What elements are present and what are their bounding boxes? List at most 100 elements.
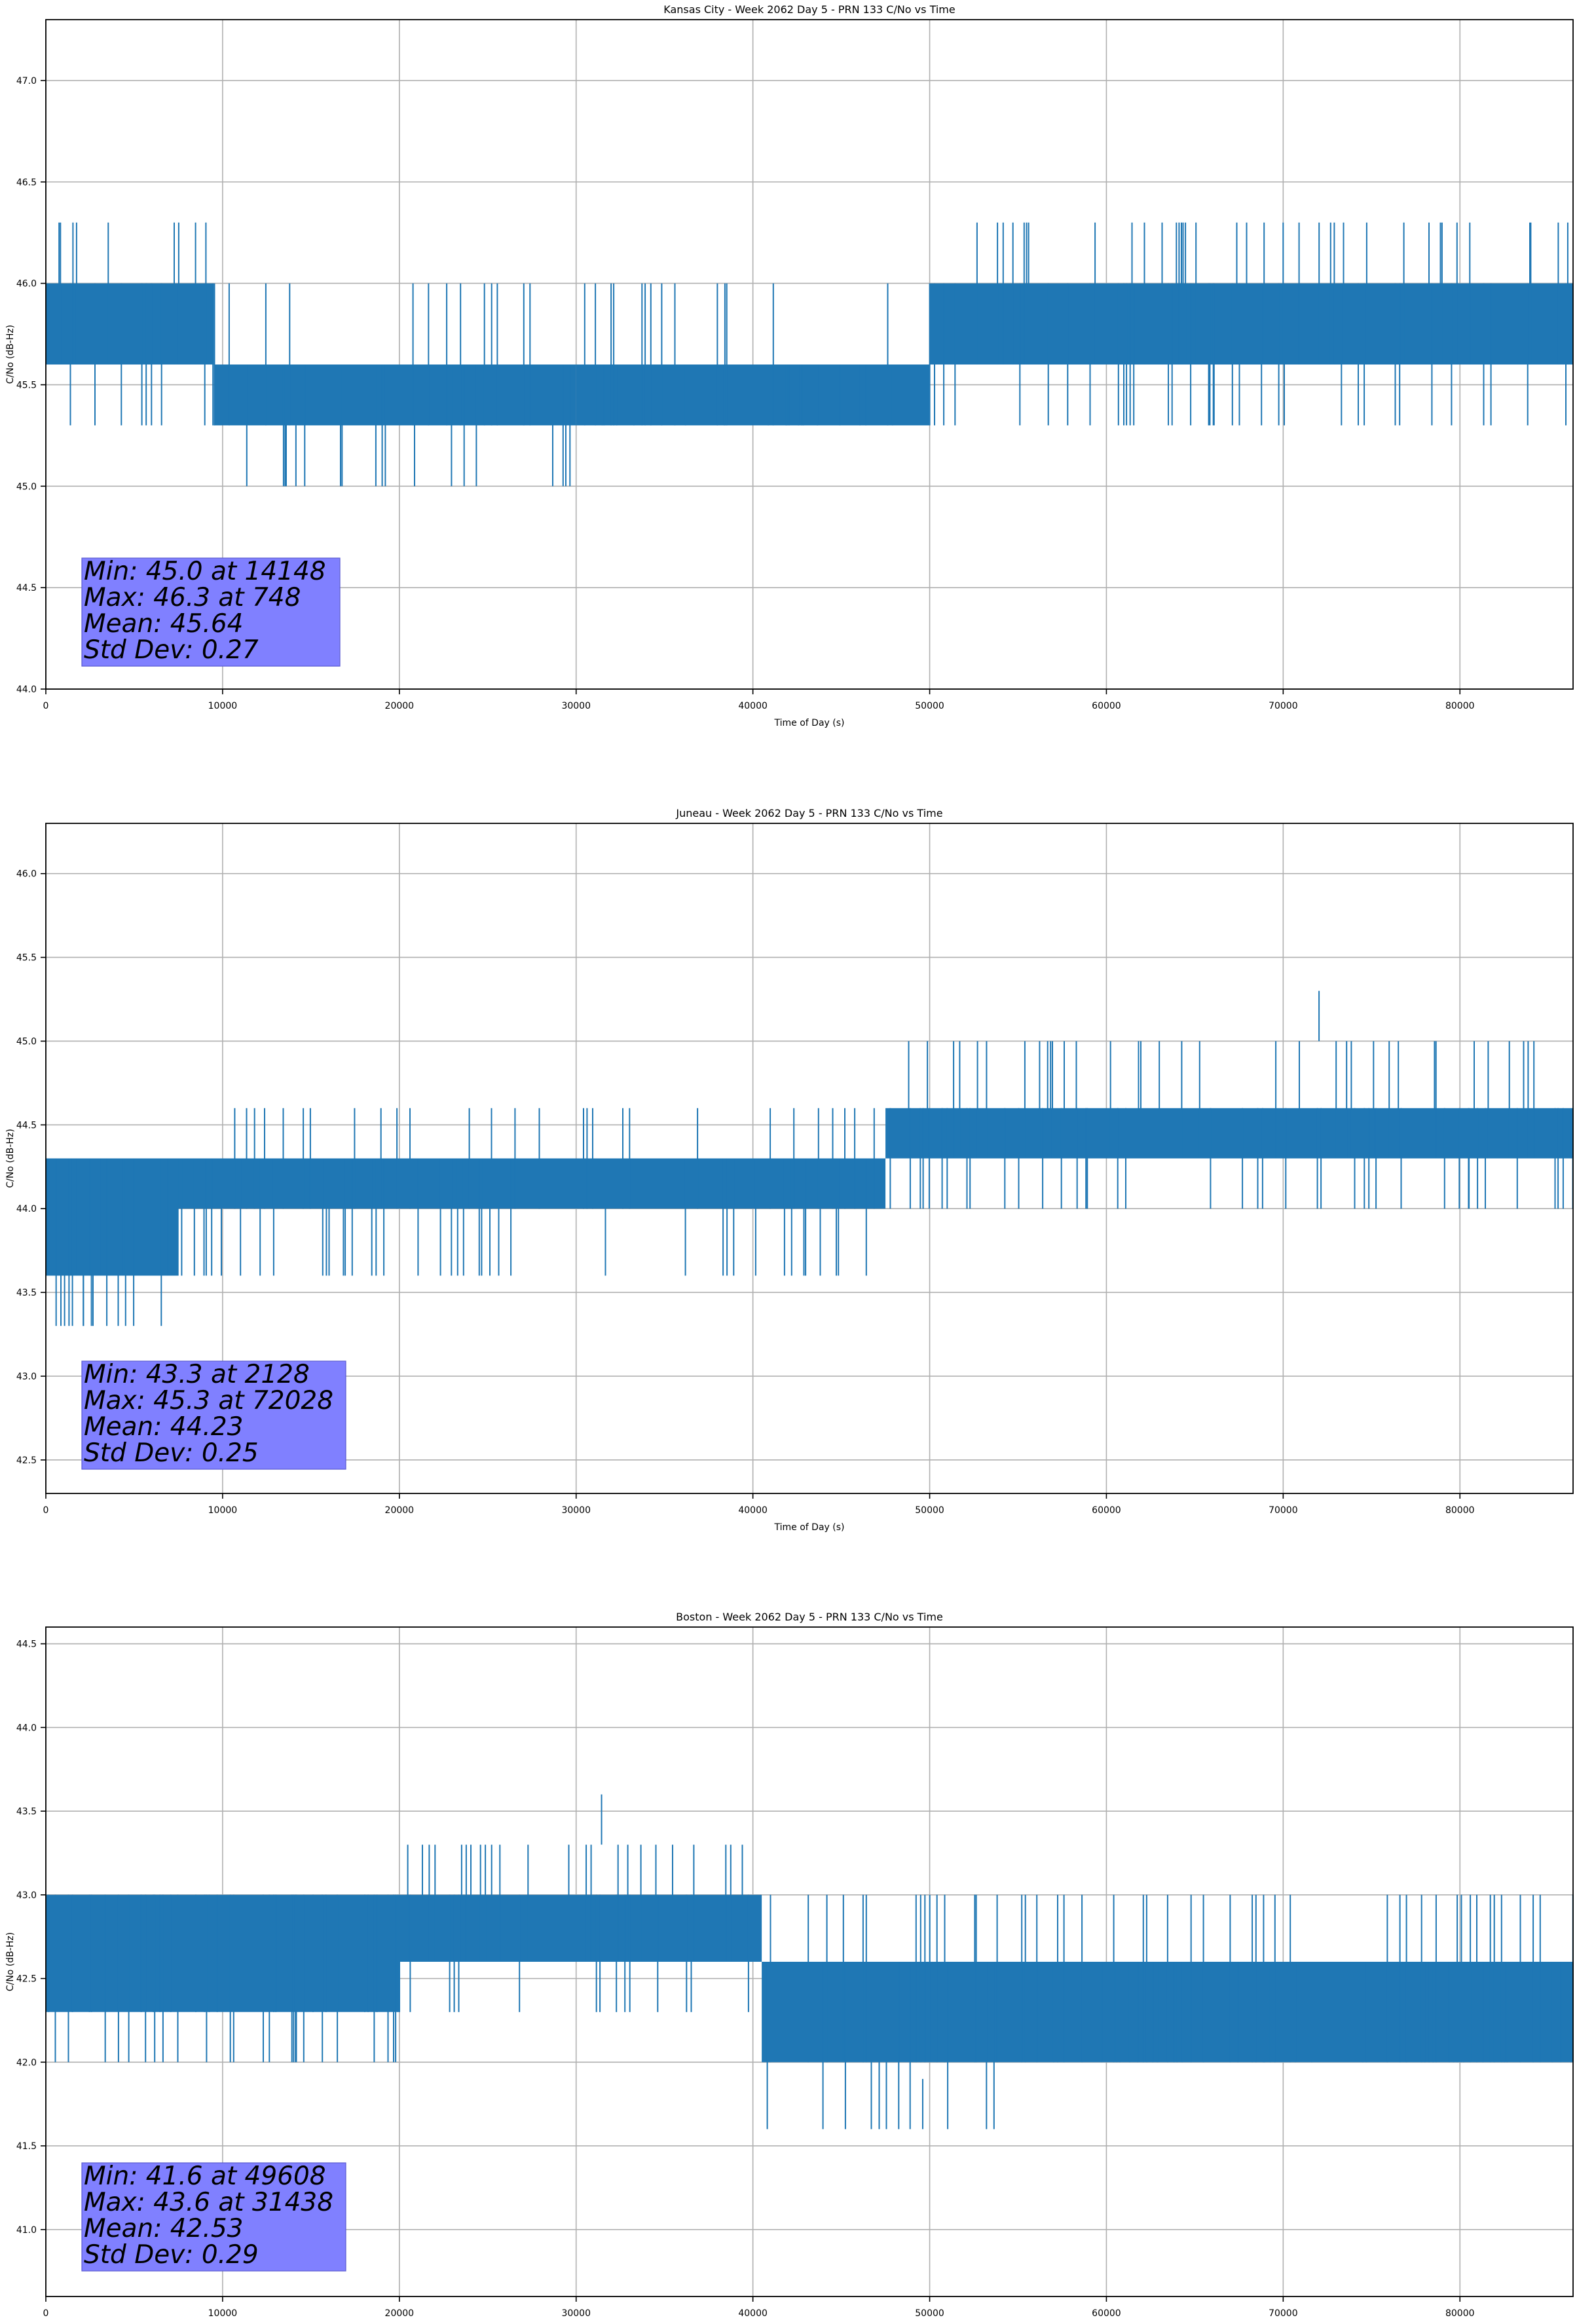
- stats-line2: Max: 46.3 at 748: [84, 583, 301, 612]
- x-tick-label: 70000: [1269, 1505, 1298, 1516]
- signal-glitches: [213, 283, 571, 487]
- signal-band: [46, 1158, 179, 1276]
- y-tick-label: 45.0: [16, 1036, 37, 1047]
- x-tick-label: 80000: [1445, 2308, 1475, 2319]
- series-line: [46, 990, 1574, 1326]
- signal-glitches: [584, 283, 931, 426]
- signal-band: [178, 1158, 886, 1209]
- stats-line2: Max: 45.3 at 72028: [84, 1386, 333, 1415]
- x-axis-label: Time of Day (s): [774, 1522, 845, 1533]
- y-axis-label: C/No (dB-Hz): [5, 325, 16, 384]
- axes-frame: [45, 1626, 1574, 2297]
- signal-band: [929, 283, 1573, 365]
- stats-line1: Min: 45.0 at 14148: [84, 557, 326, 586]
- stats-box: [81, 1360, 346, 1470]
- series-line: [46, 1794, 1574, 2129]
- y-tick-label: 46.5: [16, 178, 37, 188]
- axes-frame: [45, 19, 1574, 690]
- signal-glitches: [934, 222, 1568, 426]
- signal-band: [46, 283, 214, 365]
- signal-glitches: [48, 1894, 400, 2063]
- chart-1: 0 10000 20000 30000 40000 50000 60000 70000 8000…: [5, 3, 1574, 728]
- x-tick-label: 40000: [738, 701, 768, 711]
- x-tick-label: 10000: [208, 1505, 238, 1516]
- x-tick-label: 20000: [385, 1505, 415, 1516]
- x-tick-label: 50000: [915, 1505, 944, 1516]
- chart-title: Kansas City - Week 2062 Day 5 - PRN 133 …: [663, 3, 955, 16]
- chart-title: Boston - Week 2062 Day 5 - PRN 133 C/No …: [676, 1611, 943, 1623]
- y-tick-label: 45.5: [16, 953, 37, 964]
- x-tick-label: 50000: [915, 701, 944, 711]
- y-tick-label: 45.5: [16, 380, 37, 390]
- y-tick-label: 42.0: [16, 2057, 37, 2068]
- x-tick-label: 30000: [561, 701, 591, 711]
- signal-glitches: [407, 1845, 749, 2012]
- x-tick-label: 70000: [1269, 2308, 1298, 2319]
- y-tick-label: 43.0: [16, 1372, 37, 1382]
- x-tick-label: 40000: [738, 2308, 768, 2319]
- y-tick-label: 46.0: [16, 869, 37, 880]
- x-tick-label: 20000: [385, 2308, 415, 2319]
- y-tick-label: 41.5: [16, 2141, 37, 2152]
- signal-band: [762, 1962, 1018, 2063]
- y-tick-label: 42.5: [16, 1455, 37, 1466]
- x-tick-label: 10000: [208, 701, 238, 711]
- stats-line3: Mean: 45.64: [84, 609, 243, 639]
- x-tick-label: 70000: [1269, 701, 1298, 711]
- y-tick-label: 44.5: [16, 1640, 37, 1650]
- y-tick-label: 46.0: [16, 279, 37, 290]
- y-tick-label: 42.5: [16, 1974, 37, 1985]
- y-tick-label: 41.0: [16, 2225, 37, 2236]
- y-tick-label: 44.5: [16, 1120, 37, 1131]
- x-tick-label: 50000: [915, 2308, 944, 2319]
- x-tick-label: 80000: [1445, 701, 1475, 711]
- y-tick-label: 43.5: [16, 1288, 37, 1298]
- signal-glitches: [60, 222, 214, 426]
- stats-line1: Min: 41.6 at 49608: [84, 2162, 326, 2191]
- stats-line4: Std Dev: 0.27: [84, 635, 259, 665]
- stats-line3: Mean: 44.23: [84, 1412, 243, 1442]
- chart-2: 0 10000 20000 30000 40000 50000 60000 70000 8000…: [5, 807, 1574, 1533]
- y-tick-label: 44.0: [16, 1204, 37, 1214]
- y-tick-label: 43.0: [16, 1890, 37, 1901]
- x-tick-label: 60000: [1092, 1505, 1121, 1516]
- signal-band: [399, 1894, 762, 1962]
- stats-box: [81, 557, 341, 667]
- y-tick-label: 47.0: [16, 76, 37, 86]
- chart-title: Juneau - Week 2062 Day 5 - PRN 133 C/No …: [675, 807, 942, 819]
- y-tick-label: 44.5: [16, 583, 37, 593]
- x-tick-label: 30000: [561, 2308, 591, 2319]
- y-tick-label: 44.0: [16, 684, 37, 695]
- signal-glitches: [766, 1894, 998, 2129]
- stats-line4: Std Dev: 0.25: [84, 1438, 259, 1468]
- chart-3: 0 10000 20000 30000 40000 50000 60000 70000 8000…: [5, 1611, 1574, 2319]
- stats-line4: Std Dev: 0.29: [84, 2240, 259, 2270]
- signal-glitches: [46, 1158, 179, 1326]
- y-axis-label: C/No (dB-Hz): [5, 1129, 16, 1188]
- x-tick-label: 10000: [208, 2308, 238, 2319]
- y-axis-label: C/No (dB-Hz): [5, 1932, 16, 1991]
- stats-line2: Max: 43.6 at 31438: [84, 2188, 333, 2217]
- x-tick-label: 40000: [738, 1505, 768, 1516]
- x-axis-label: Time of Day (s): [774, 718, 845, 728]
- signal-glitches: [1021, 1894, 1574, 2063]
- stats-line3: Mean: 42.53: [84, 2214, 243, 2243]
- x-tick-label: 80000: [1445, 1505, 1475, 1516]
- y-tick-label: 44.0: [16, 1723, 37, 1733]
- signal-glitches: [181, 1108, 875, 1276]
- signal-band: [576, 364, 930, 426]
- x-tick-label: 60000: [1092, 701, 1121, 711]
- y-tick-label: 45.0: [16, 481, 37, 492]
- x-tick-label: 0: [43, 701, 49, 711]
- x-tick-label: 30000: [561, 1505, 591, 1516]
- stats-box: [81, 2162, 346, 2272]
- signal-glitches: [889, 1041, 1574, 1209]
- axes-frame: [45, 823, 1574, 1494]
- x-tick-label: 60000: [1092, 2308, 1121, 2319]
- stats-line1: Min: 43.3 at 2128: [84, 1360, 310, 1389]
- x-tick-label: 0: [43, 2308, 49, 2319]
- signal-band: [885, 1108, 1573, 1159]
- signal-band: [213, 364, 576, 426]
- x-tick-label: 0: [43, 1505, 49, 1516]
